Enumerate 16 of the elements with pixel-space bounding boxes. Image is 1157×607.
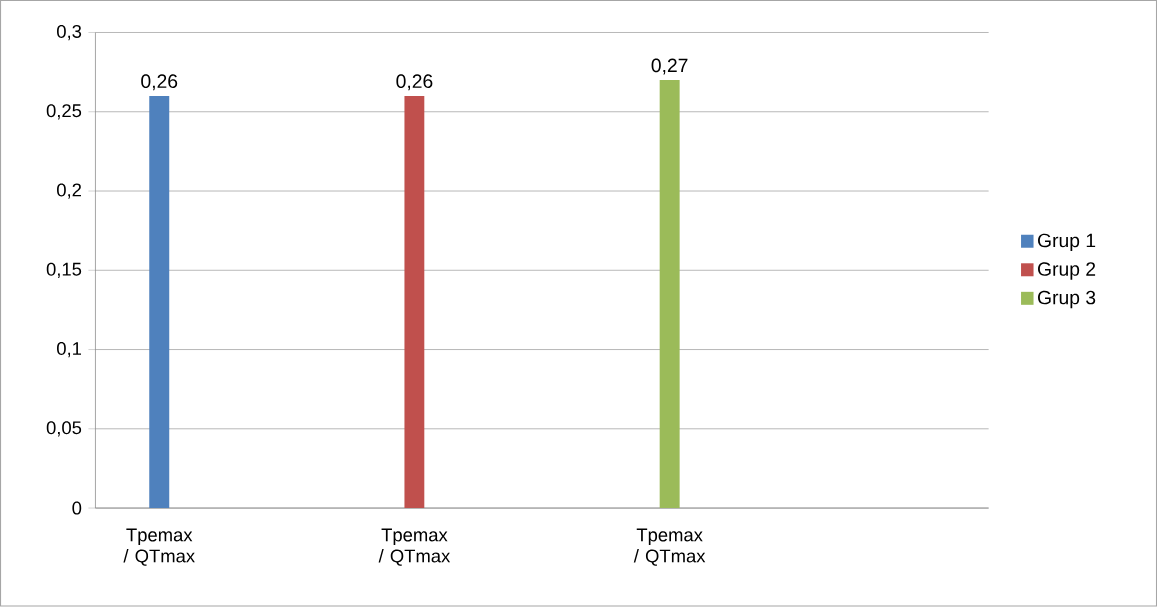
legend-label: Grup 3 — [1038, 290, 1096, 309]
y-tick-label: 0,3 — [57, 25, 82, 41]
y-tick-label: 0,15 — [46, 262, 82, 279]
data-label: 0,27 — [651, 58, 688, 75]
x-tick-label: Tpemax / QTmax — [633, 528, 706, 567]
y-tick-label: 0,2 — [57, 183, 81, 199]
y-tick-label: 0,25 — [46, 104, 82, 120]
y-tick-label: 0,1 — [57, 342, 82, 358]
legend-label: Grup 1 — [1038, 233, 1096, 252]
y-tick-label: 0 — [72, 501, 82, 515]
y-tick-label: 0,05 — [46, 421, 82, 437]
data-label: 0,26 — [396, 74, 433, 91]
x-tick-label: Tpemax / QTmax — [123, 528, 195, 567]
x-tick-label: Tpemax / QTmax — [378, 528, 451, 567]
data-label: 0,26 — [141, 74, 178, 91]
legend-label: Grup 2 — [1038, 262, 1096, 280]
